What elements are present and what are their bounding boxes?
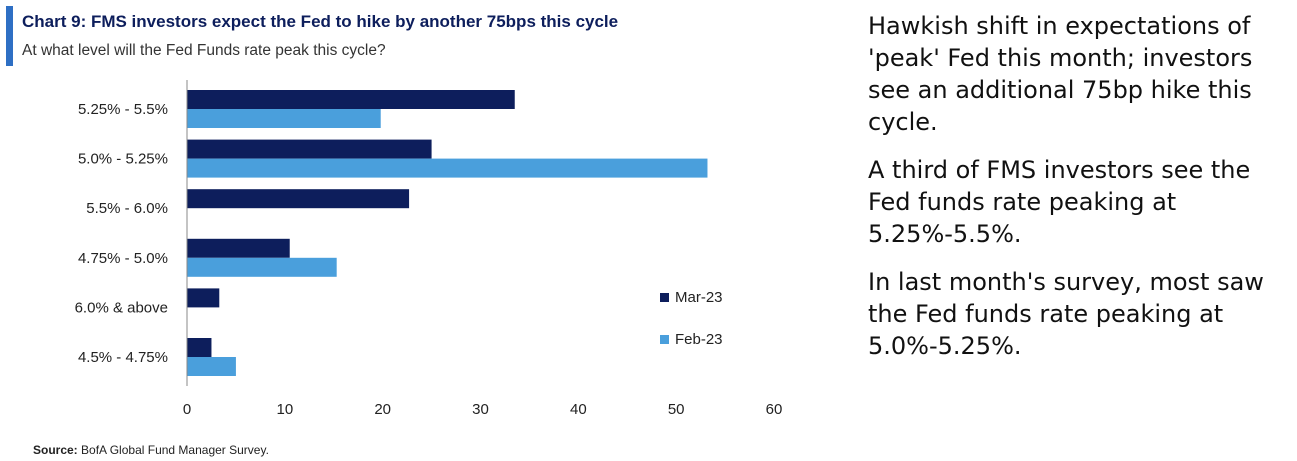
chart-title: Chart 9: FMS investors expect the Fed to… [22, 12, 619, 31]
bar-mar-23 [187, 288, 220, 308]
bar-feb-23 [187, 257, 337, 277]
bar-mar-23 [187, 238, 290, 258]
bar-group [186, 80, 708, 386]
commentary-paragraph-3: In last month's survey, most saw the Fed… [868, 268, 1264, 360]
bar-mar-23 [187, 139, 432, 159]
bar-feb-23 [187, 158, 708, 178]
category-label: 5.0% - 5.25% [78, 151, 168, 168]
legend: Mar-23 Feb-23 [660, 289, 723, 348]
bar-mar-23 [187, 338, 212, 357]
legend-swatch-mar-23 [660, 293, 669, 302]
category-label: 5.25% - 5.5% [78, 101, 168, 118]
x-tick-label: 10 [276, 401, 293, 418]
x-tick-label: 30 [472, 401, 489, 418]
x-tick-label: 60 [766, 401, 783, 418]
category-label: 4.5% - 4.75% [78, 349, 168, 366]
commentary-paragraph-2: A third of FMS investors see the Fed fun… [868, 156, 1251, 248]
source-note: Source: BofA Global Fund Manager Survey. [33, 443, 269, 457]
category-label: 4.75% - 5.0% [78, 250, 168, 267]
category-labels: 5.25% - 5.5% 5.0% - 5.25% 5.5% - 6.0% 4.75%… [75, 101, 168, 366]
chart-subtitle: At what level will the Fed Funds rate pe… [22, 42, 386, 59]
title-accent-bar [6, 6, 13, 66]
legend-swatch-feb-23 [660, 335, 669, 344]
x-tick-label: 50 [668, 401, 685, 418]
legend-label-mar-23: Mar-23 [675, 289, 723, 306]
bar-feb-23 [187, 357, 236, 376]
category-label: 5.5% - 6.0% [86, 200, 168, 217]
x-tick-label: 0 [183, 401, 191, 418]
legend-label-feb-23: Feb-23 [675, 331, 723, 348]
x-axis-ticks: 0 10 20 30 40 50 60 [183, 401, 783, 418]
x-tick-label: 20 [374, 401, 391, 418]
bar-mar-23 [187, 189, 410, 209]
commentary-paragraph-1: Hawkish shift in expectations of 'peak' … [868, 12, 1253, 136]
x-tick-label: 40 [570, 401, 587, 418]
source-label: Source: [33, 443, 78, 457]
bar-chart: 5.25% - 5.5% 5.0% - 5.25% 5.5% - 6.0% 4.75%… [75, 80, 783, 418]
commentary-panel: Hawkish shift in expectations of 'peak' … [868, 10, 1288, 378]
source-text: BofA Global Fund Manager Survey. [81, 443, 269, 457]
bar-feb-23 [187, 109, 381, 128]
category-label: 6.0% & above [75, 299, 168, 316]
bar-mar-23 [187, 90, 515, 109]
